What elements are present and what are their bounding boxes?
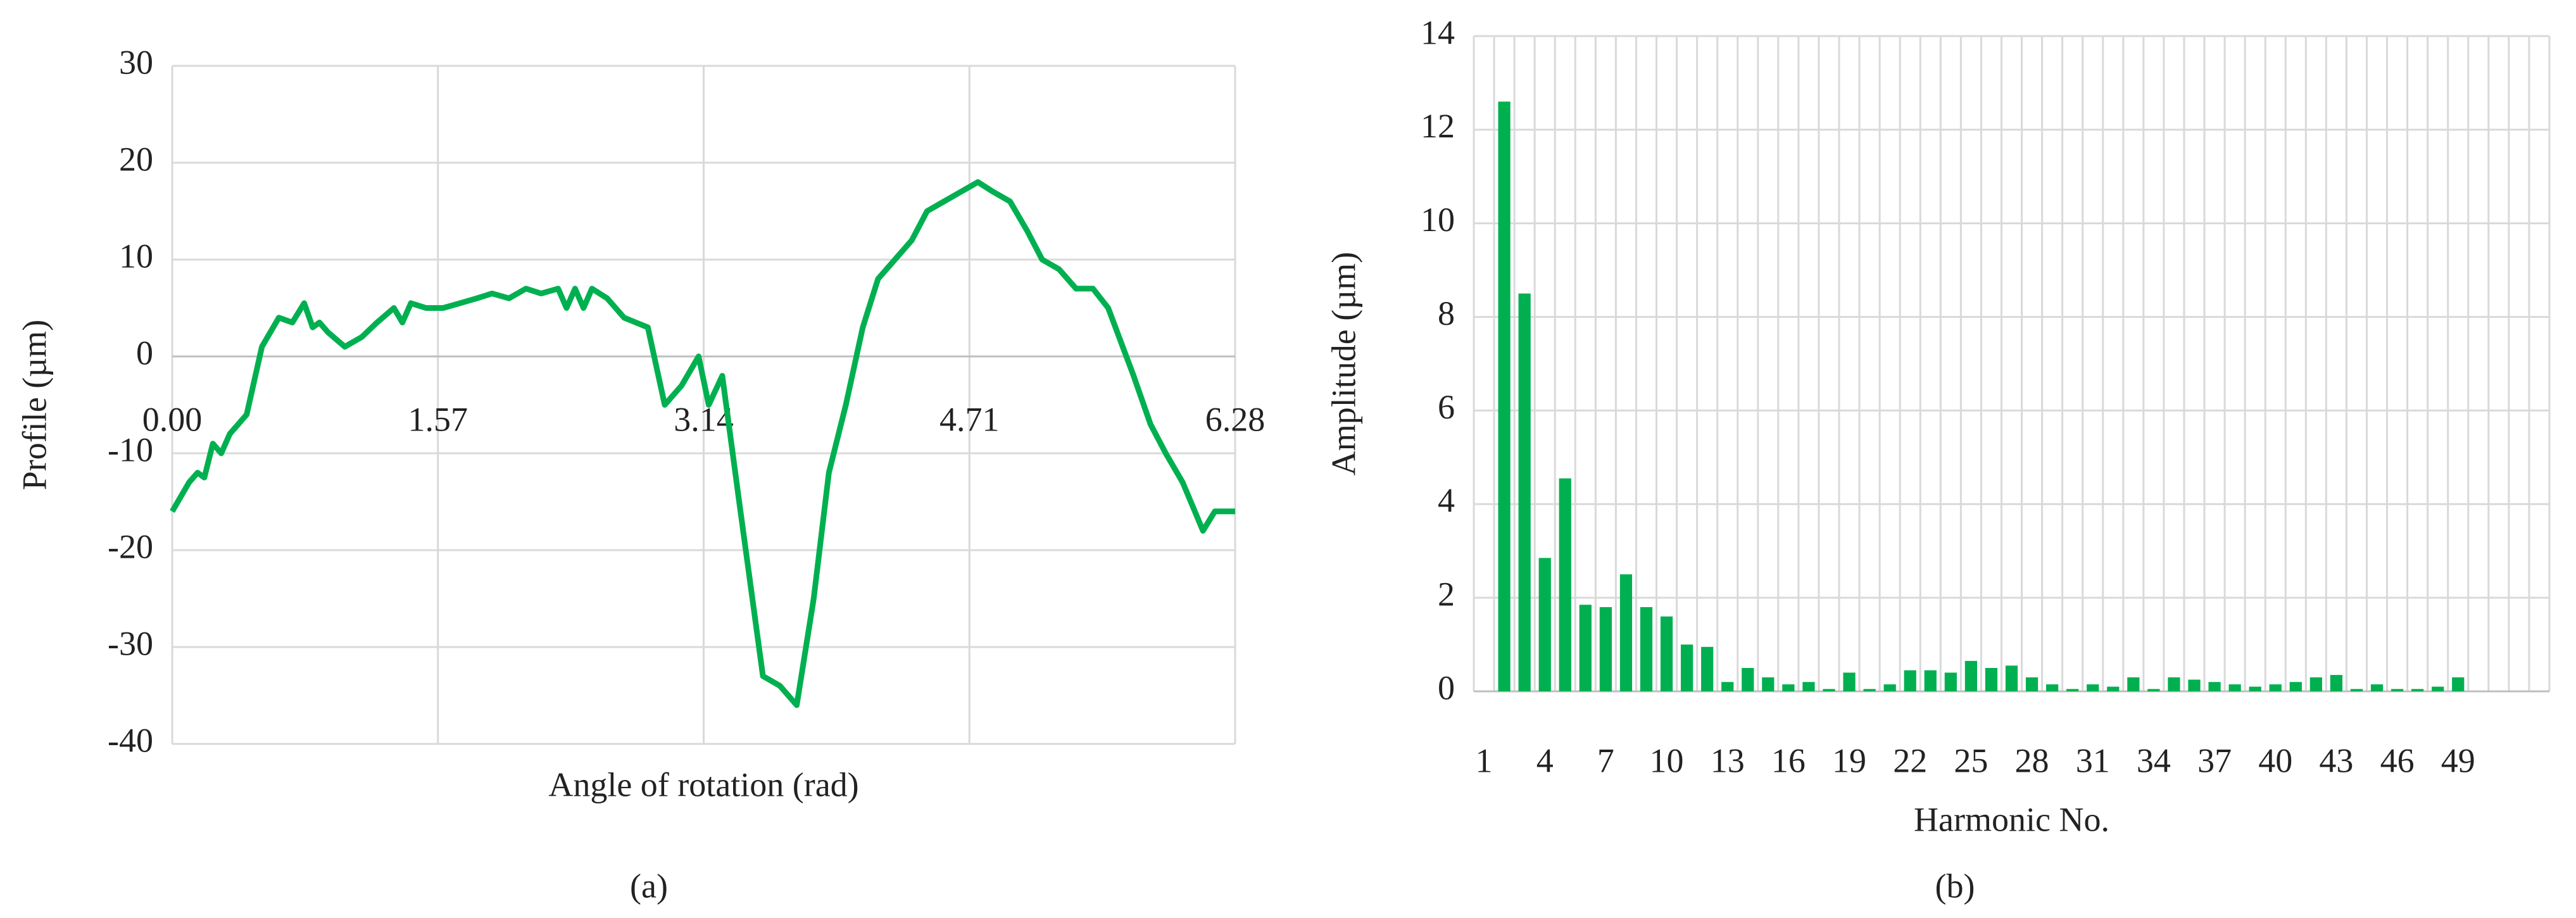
bar bbox=[2411, 689, 2424, 691]
bar bbox=[2452, 677, 2465, 691]
bar bbox=[2127, 677, 2140, 691]
bar bbox=[1944, 672, 1957, 691]
y-tick-label: 0 bbox=[1438, 669, 1455, 707]
x-tick-label: 49 bbox=[2441, 741, 2475, 779]
bar bbox=[2249, 686, 2261, 691]
bar bbox=[1964, 660, 1978, 691]
x-tick-label: 16 bbox=[1771, 741, 1806, 779]
x-tick-label: 1.57 bbox=[408, 400, 468, 438]
x-tick-label: 4.71 bbox=[939, 400, 1000, 438]
y-tick-label: 10 bbox=[1421, 201, 1455, 239]
y-tick-label: 8 bbox=[1438, 294, 1455, 332]
bar bbox=[1742, 668, 1754, 691]
x-tick-label: 37 bbox=[2197, 741, 2232, 779]
bar bbox=[2005, 665, 2018, 691]
x-tick-label: 7 bbox=[1597, 741, 1614, 779]
bar bbox=[2045, 684, 2059, 691]
bar bbox=[2188, 679, 2201, 691]
x-tick-label: 0.00 bbox=[142, 400, 203, 438]
bar bbox=[2208, 682, 2221, 691]
bar bbox=[1619, 574, 1633, 691]
bar bbox=[1823, 689, 1835, 691]
y-axis-title: Amplitude (µm) bbox=[1324, 252, 1362, 476]
x-tick-label: 40 bbox=[2258, 741, 2292, 779]
x-tick-label: 28 bbox=[2015, 741, 2049, 779]
y-tick-label: 14 bbox=[1421, 13, 1455, 51]
x-tick-label: 19 bbox=[1832, 741, 1866, 779]
y-tick-label: -20 bbox=[108, 527, 153, 565]
caption: (a) bbox=[630, 867, 668, 905]
bar bbox=[2432, 686, 2444, 691]
y-tick-label: 12 bbox=[1421, 107, 1455, 145]
y-tick-label: 10 bbox=[119, 237, 153, 275]
bar bbox=[1680, 644, 1693, 691]
bar bbox=[1498, 101, 1511, 691]
bar bbox=[2168, 677, 2180, 691]
y-tick-label: -40 bbox=[108, 721, 153, 759]
bar bbox=[1579, 605, 1592, 691]
bar bbox=[1904, 670, 1916, 691]
bar bbox=[2107, 686, 2120, 691]
x-tick-label: 25 bbox=[1954, 741, 1988, 779]
x-tick-label: 34 bbox=[2137, 741, 2171, 779]
x-tick-label: 4 bbox=[1536, 741, 1554, 779]
bar bbox=[1721, 682, 1734, 691]
x-tick-label: 6.28 bbox=[1205, 400, 1266, 438]
bar bbox=[1518, 293, 1531, 691]
bar bbox=[2289, 682, 2302, 691]
bar bbox=[2350, 689, 2363, 691]
y-tick-label: 30 bbox=[119, 43, 153, 81]
bar bbox=[1701, 646, 1714, 691]
y-tick-label: 6 bbox=[1438, 388, 1455, 426]
y-tick-label: 0 bbox=[136, 334, 153, 372]
x-tick-label: 46 bbox=[2380, 741, 2415, 779]
bar bbox=[2066, 689, 2079, 691]
bar bbox=[1559, 478, 1571, 691]
y-tick-label: -10 bbox=[108, 431, 153, 468]
y-tick-label: 20 bbox=[119, 140, 153, 178]
x-axis-title: Angle of rotation (rad) bbox=[548, 765, 858, 803]
bar bbox=[1883, 684, 1896, 691]
x-tick-label: 31 bbox=[2076, 741, 2110, 779]
y-tick-label: -30 bbox=[108, 624, 153, 662]
bar bbox=[2269, 684, 2282, 691]
y-tick-label: 2 bbox=[1438, 575, 1455, 613]
bar bbox=[1762, 677, 1775, 691]
bar bbox=[1599, 607, 1612, 691]
x-axis-title: Harmonic No. bbox=[1914, 800, 2109, 838]
bar bbox=[1843, 672, 1856, 691]
bar bbox=[1924, 670, 1937, 691]
y-tick-label: 4 bbox=[1438, 482, 1455, 520]
bar bbox=[1640, 607, 1653, 691]
bar bbox=[2309, 677, 2322, 691]
bar bbox=[2228, 684, 2241, 691]
bar bbox=[2370, 684, 2384, 691]
y-axis-title: Profile (µm) bbox=[15, 320, 53, 491]
bar bbox=[2330, 675, 2343, 691]
line-series bbox=[170, 179, 1235, 708]
x-tick-label: 13 bbox=[1711, 741, 1745, 779]
bar bbox=[1985, 668, 1998, 691]
bar bbox=[1660, 616, 1673, 691]
bar bbox=[1538, 558, 1551, 691]
x-tick-label: 22 bbox=[1893, 741, 1927, 779]
caption: (b) bbox=[1935, 867, 1975, 905]
bar bbox=[1863, 689, 1876, 691]
bar bbox=[2025, 677, 2039, 691]
x-tick-label: 1 bbox=[1476, 741, 1493, 779]
x-tick-label: 10 bbox=[1650, 741, 1684, 779]
bar bbox=[2391, 689, 2404, 691]
bar bbox=[1802, 682, 1815, 691]
bar bbox=[1782, 684, 1795, 691]
bar bbox=[2087, 684, 2099, 691]
x-tick-label: 43 bbox=[2319, 741, 2353, 779]
bar bbox=[2147, 689, 2160, 691]
